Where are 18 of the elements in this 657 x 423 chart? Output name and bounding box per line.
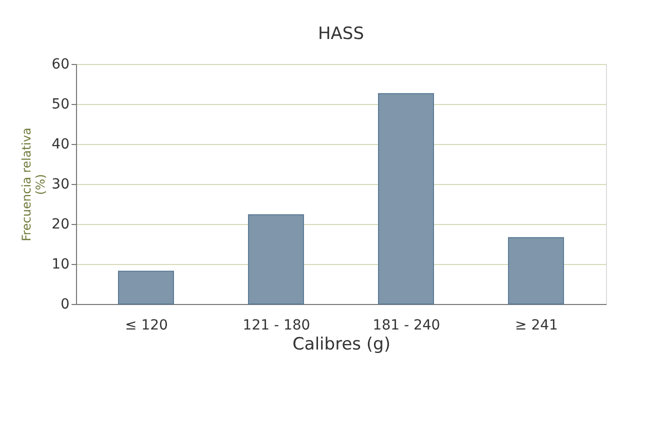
y-tick-label: 10 [52,256,70,272]
x-tick-label: 181 - 240 [372,318,440,334]
y-tick-label: 60 [52,56,70,72]
bar [118,270,174,304]
chart-title: HASS [318,24,364,44]
y-axis-title: Frecuencia relativa (%) [20,128,48,242]
x-tick-label: ≥ 241 [515,318,558,334]
bar [508,237,564,304]
bar [378,93,434,304]
x-tick-label: ≤ 120 [125,318,168,334]
bar [248,214,304,304]
y-tick-label: 40 [52,136,70,152]
y-tick-label: 50 [52,96,70,112]
y-tick-label: 0 [60,296,70,312]
x-axis-title: Calibres (g) [292,334,390,354]
x-tick-label: 121 - 180 [242,318,310,334]
y-tick-label: 30 [52,176,70,192]
y-tick-label: 20 [52,216,70,232]
